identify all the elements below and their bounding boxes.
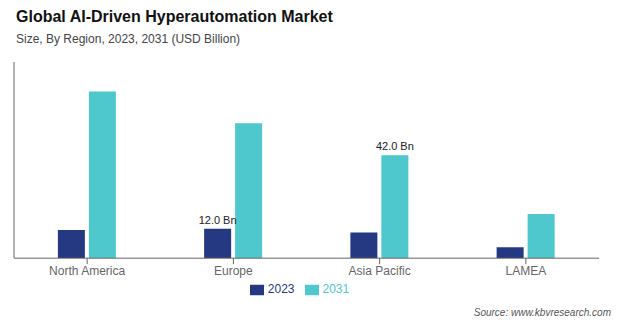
- svg-text:42.0 Bn: 42.0 Bn: [376, 140, 414, 152]
- svg-text:Asia Pacific: Asia Pacific: [349, 264, 411, 278]
- html-text:Source: www.kbvresearch.com: Source: www.kbvresearch.com: [473, 307, 611, 318]
- html-text:2031: 2031: [322, 282, 350, 297]
- svg-text:Europe: Europe: [214, 264, 253, 278]
- html-text:Size, By Region, 2023, 2031 (U: Size, By Region, 2023, 2031 (USD Billion…: [16, 32, 241, 46]
- svg-text:12.0 Bn: 12.0 Bn: [199, 214, 237, 226]
- html-text:Global AI-Driven Hyperautomati: Global AI-Driven Hyperautomation Market: [16, 8, 333, 25]
- svg-text:North America: North America: [49, 264, 125, 278]
- svg-text:LAMEA: LAMEA: [506, 264, 547, 278]
- html-text:2023: 2023: [267, 282, 295, 297]
